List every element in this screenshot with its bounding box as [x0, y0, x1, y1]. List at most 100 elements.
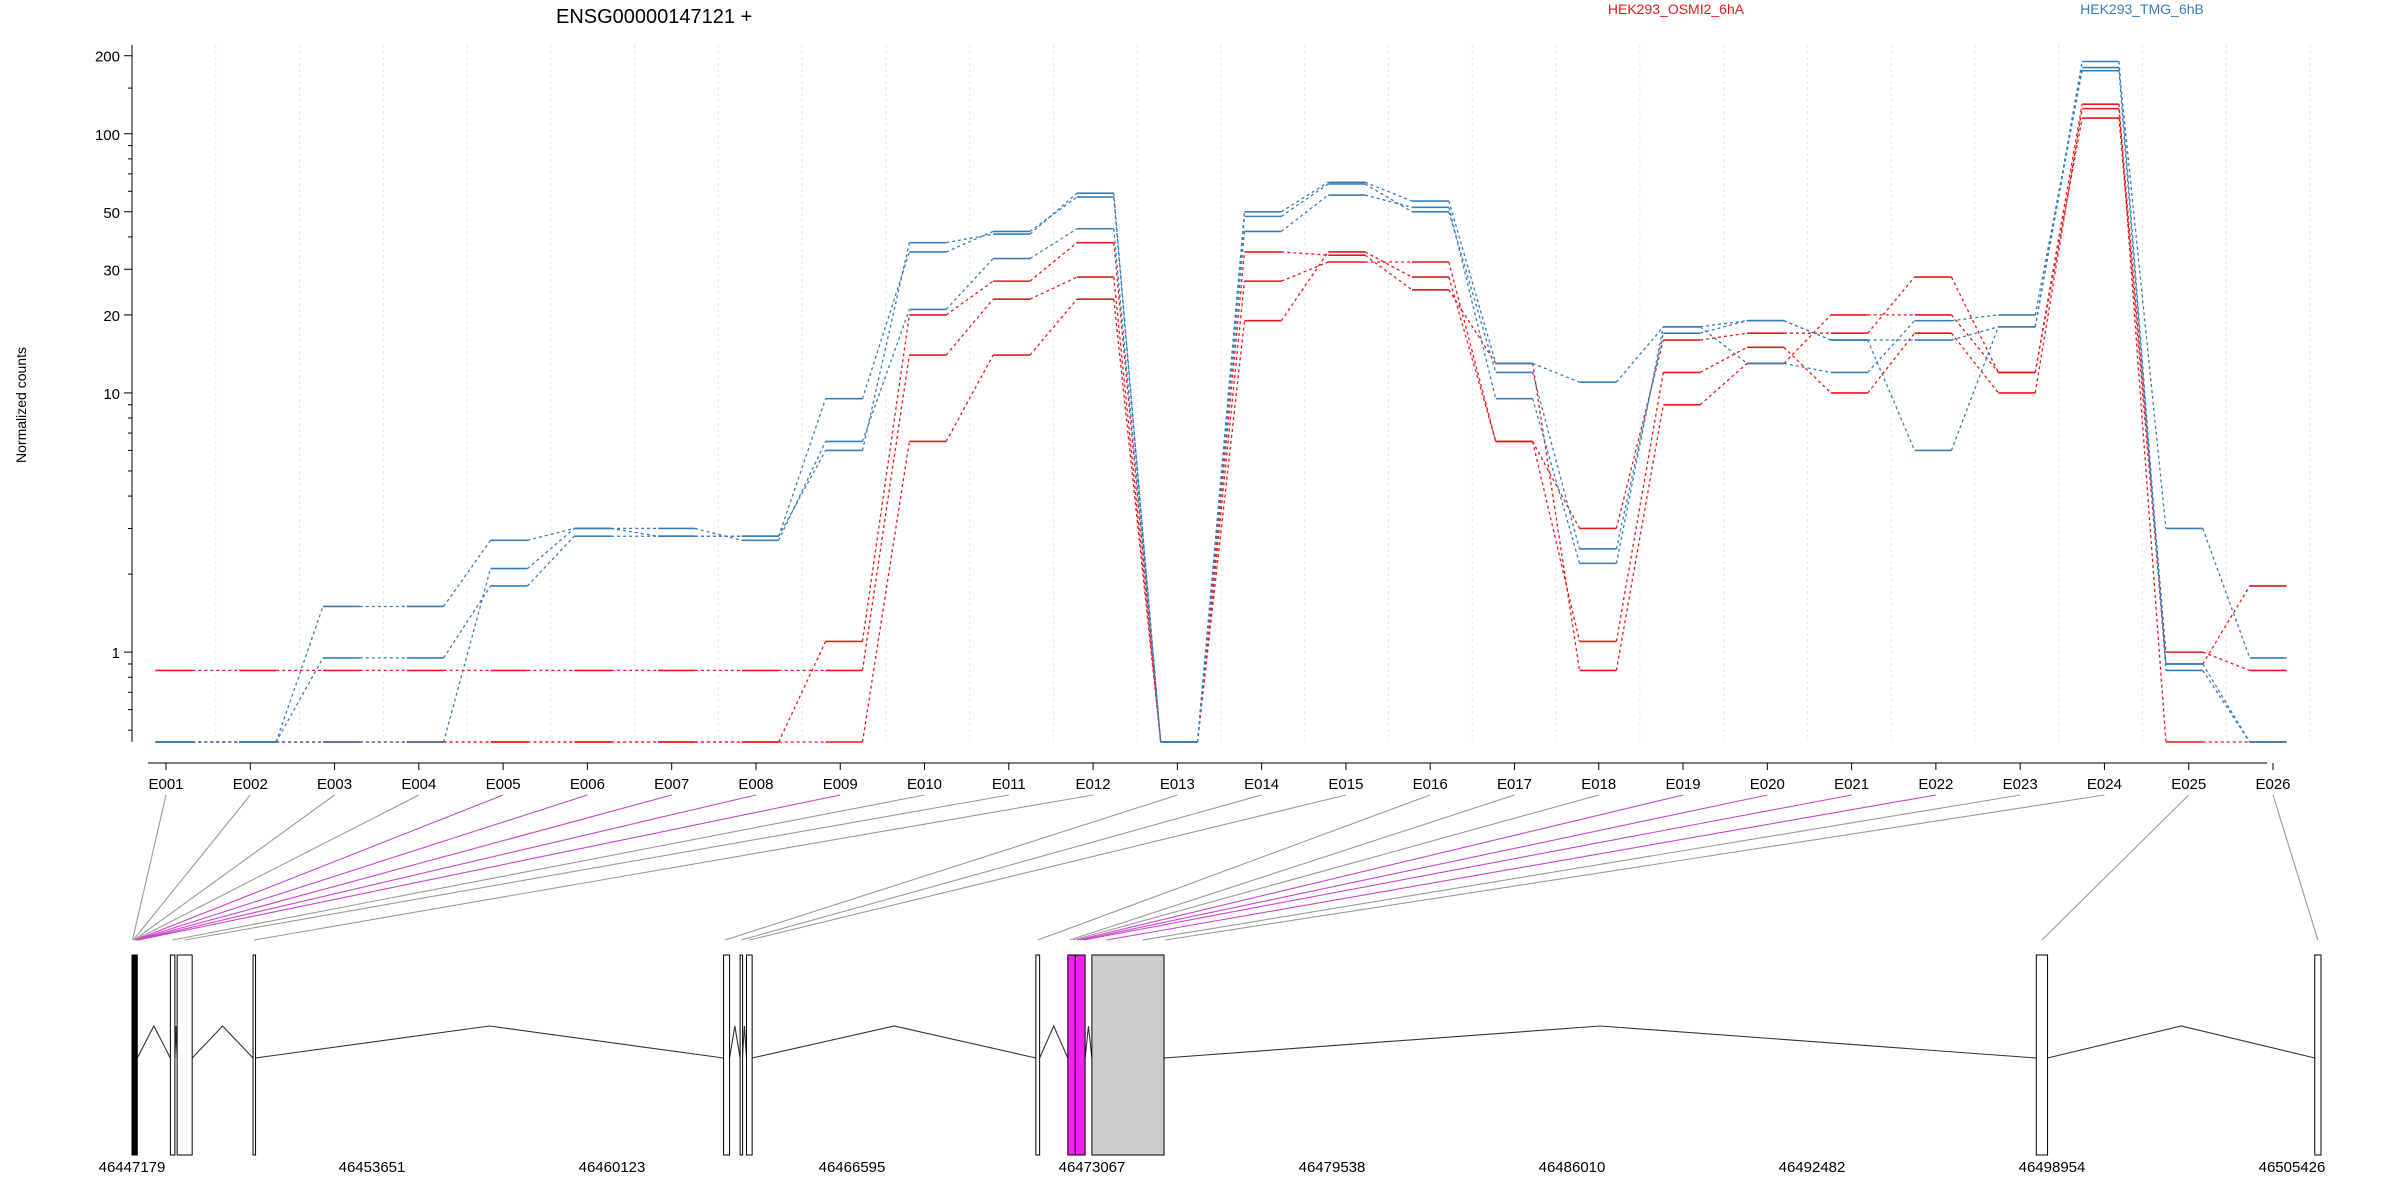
x-tick-label: E006 [570, 776, 605, 793]
exon-block [169, 954, 176, 1156]
intron-line [191, 1025, 254, 1059]
series-connector [1448, 261, 1497, 442]
series-line-6 [155, 69, 2287, 743]
series-connector [1448, 289, 1497, 364]
series-connector [1448, 276, 1497, 442]
exon-connectors [131, 794, 2319, 941]
series-connector [861, 251, 910, 399]
series-connector [1531, 441, 1581, 642]
coordinate-label: 46460123 [579, 1159, 646, 1176]
exon-connector-e010 [172, 794, 925, 941]
series-connector [945, 298, 994, 356]
exon-connector-e023 [1142, 794, 2021, 941]
series-connector [1280, 251, 1329, 322]
x-tick-label: E015 [1328, 776, 1363, 793]
series-connector [1364, 254, 1413, 291]
y-tick-label: 10 [103, 386, 120, 403]
series-connector [1951, 326, 1999, 341]
y-tick-label: 1 [112, 645, 120, 662]
exon-block [176, 954, 193, 1156]
series-connector [1196, 320, 1246, 743]
grid-lines [131, 45, 2311, 742]
x-tick-label: E001 [148, 776, 183, 793]
series-connector [2202, 670, 2251, 743]
series-connector [1029, 298, 1078, 356]
intron-line [752, 1025, 1036, 1059]
exon-block [745, 954, 753, 1156]
exon-block [252, 954, 257, 1156]
intron-line [1039, 1024, 1069, 1059]
series-connector [945, 258, 994, 310]
series-connector [1364, 194, 1413, 208]
exon-connector-e015 [749, 794, 1347, 941]
x-tick-label: E021 [1834, 776, 1869, 793]
exon-block [2035, 954, 2049, 1156]
exon-connector-e021 [1083, 794, 1852, 941]
exon-block [2314, 954, 2322, 1156]
exon-connector-e022 [1106, 794, 1936, 941]
x-tick-label: E014 [1244, 776, 1279, 793]
series-connector [1615, 326, 1664, 383]
series-connector [1699, 346, 1748, 373]
x-tick-label: E010 [907, 776, 942, 793]
x-tick-label: E004 [401, 776, 436, 793]
series-connector [1615, 326, 1664, 564]
exon-block [723, 954, 731, 1156]
series-connector [1783, 314, 1832, 364]
exon-connector-e013 [724, 794, 1178, 941]
series-connector [1700, 320, 1748, 328]
exon-connector-e004 [134, 794, 420, 941]
series-connector [1196, 251, 1246, 743]
series-connector [275, 606, 324, 743]
series-connector [945, 280, 994, 316]
series-connector [778, 398, 827, 537]
exon-connector-e012 [254, 794, 1094, 941]
series-connector [1113, 193, 1162, 743]
intron-line [2047, 1025, 2315, 1059]
exon-connector-e014 [741, 794, 1262, 941]
x-tick-label: E005 [486, 776, 521, 793]
x-tick-label: E016 [1413, 776, 1448, 793]
gene-model [131, 954, 2322, 1156]
series-connector [1531, 372, 1581, 550]
series-connector [2118, 117, 2167, 665]
series-connector [526, 527, 575, 570]
x-tick-label: E003 [317, 776, 352, 793]
coordinate-label: 46473067 [1059, 1159, 1126, 1176]
coordinate-label: 46453651 [339, 1159, 406, 1176]
exon-block [739, 954, 744, 1156]
series-connector [1951, 314, 1999, 322]
series-connector [1950, 332, 1999, 394]
intron-line [729, 1025, 741, 1059]
x-tick-label: E026 [2255, 776, 2290, 793]
coordinate-label: 46466595 [819, 1159, 886, 1176]
series-connector [778, 441, 827, 541]
series-connector [1196, 281, 1246, 743]
series-connector [2202, 651, 2250, 672]
series-connector [1783, 320, 1832, 341]
series-connector [1029, 196, 1078, 232]
series-connector [1531, 363, 1581, 671]
coordinate-label: 46492482 [1779, 1159, 1846, 1176]
x-tick-label: E020 [1750, 776, 1785, 793]
exon-connector-e026 [2272, 794, 2319, 941]
series-connector [1281, 261, 1329, 282]
series-connector [1783, 362, 1831, 374]
y-ticks: 1 10 20 30 50 100 200 [95, 49, 132, 731]
y-tick-label: 50 [103, 205, 120, 222]
coordinate-label: 46486010 [1539, 1159, 1606, 1176]
series-connector [275, 657, 324, 743]
x-tick-label: E023 [2003, 776, 2038, 793]
series-connector [861, 314, 911, 642]
series-connector [1029, 242, 1078, 282]
plot-axes [131, 45, 2267, 764]
exon-connector-e016 [1037, 794, 1431, 941]
series-connector [778, 641, 827, 743]
series-connector [1196, 216, 1246, 743]
exon-connector-e017 [1069, 794, 1515, 941]
y-tick-label: 100 [95, 127, 120, 144]
series-connector [2034, 61, 2083, 327]
series-connector [1029, 276, 1078, 300]
x-tick-label: E008 [738, 776, 773, 793]
